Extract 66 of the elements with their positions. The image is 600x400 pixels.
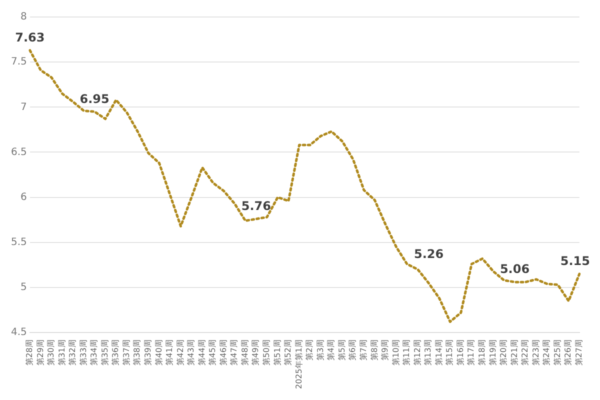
- x-tick-label: 第43周: [186, 340, 196, 366]
- x-tick-label: 第48周: [240, 340, 250, 366]
- x-tick-label: 第15周: [445, 340, 454, 366]
- x-tick-label: 第36周: [111, 340, 120, 366]
- y-tick-label: 8: [20, 12, 27, 23]
- x-tick-label: 第52周: [284, 340, 293, 366]
- x-tick-label: 第27周: [574, 340, 584, 366]
- x-tick-label: 第2周: [305, 340, 314, 361]
- x-tick-label: 第39周: [144, 340, 152, 366]
- x-tick-label: 第16周: [456, 340, 465, 366]
- x-tick-label: 第25周: [552, 340, 562, 366]
- x-tick-label: 第30周: [46, 340, 56, 366]
- x-tick-label: 第6周: [348, 340, 358, 361]
- x-tick-label: 第38周: [132, 340, 142, 366]
- y-tick-label: 7: [20, 102, 27, 113]
- y-tick-label: 5.5: [10, 236, 27, 248]
- x-tick-label: 第19周: [488, 340, 498, 366]
- x-tick-label: 第21周: [510, 340, 519, 366]
- x-tick-label: 第45周: [208, 340, 218, 366]
- x-tick-label: 第10周: [391, 340, 400, 366]
- x-tick-label: 第7周: [358, 340, 368, 361]
- x-tick-label: 2025年第1周: [294, 340, 304, 390]
- x-tick-label: 第47周: [230, 340, 239, 366]
- x-tick-label: 第4周: [326, 340, 336, 361]
- data-label: 5.06: [500, 262, 530, 276]
- x-tick-label: 第51周: [272, 340, 282, 366]
- data-label: 5.15: [560, 254, 590, 268]
- x-tick-label: 第8周: [370, 340, 379, 361]
- x-tick-label: 第44周: [197, 340, 206, 366]
- x-tick-label: 第24周: [542, 340, 552, 366]
- x-tick-label: 第5周: [337, 340, 346, 361]
- x-tick-label: 第50周: [262, 340, 272, 366]
- x-tick-label: 第35周: [100, 340, 110, 366]
- x-tick-label: 第46周: [218, 340, 228, 366]
- y-tick-label: 6: [20, 192, 27, 203]
- x-tick-label: 第9周: [380, 340, 390, 361]
- x-tick-label: 第22周: [520, 340, 530, 366]
- x-tick-label: 第14周: [434, 340, 444, 366]
- x-tick-label: 第3周: [316, 340, 325, 361]
- x-tick-label: 第49周: [251, 340, 260, 366]
- y-tick-label: 7.5: [10, 56, 27, 68]
- data-label: 7.63: [15, 30, 45, 44]
- x-tick-label: 第34周: [90, 340, 99, 366]
- x-tick-label: 第26周: [564, 340, 573, 366]
- x-tick-label: 第13周: [424, 340, 433, 366]
- x-tick-label: 第23周: [531, 340, 540, 366]
- x-tick-label: 第31周: [57, 340, 66, 366]
- x-tick-label: 第37周: [122, 340, 131, 366]
- x-tick-label: 第17周: [466, 340, 476, 366]
- x-tick-label: 第29周: [36, 340, 45, 366]
- x-tick-label: 第42周: [176, 340, 185, 366]
- x-tick-label: 第12周: [412, 340, 422, 366]
- x-tick-label: 第18周: [478, 340, 487, 366]
- x-tick-label: 第28周: [24, 340, 34, 366]
- x-tick-label: 第32周: [68, 340, 78, 366]
- x-tick-label: 第40周: [154, 340, 164, 366]
- x-tick-label: 第11周: [402, 340, 412, 366]
- x-tick-label: 第33周: [78, 340, 88, 366]
- data-label: 5.26: [414, 247, 444, 262]
- y-tick-label: 6.5: [10, 146, 27, 158]
- data-label: 6.95: [80, 92, 110, 106]
- y-tick-label: 5: [20, 282, 27, 294]
- data-label: 5.76: [241, 199, 271, 214]
- x-tick-label: 第20周: [499, 340, 508, 366]
- x-tick-label: 第41周: [165, 340, 174, 366]
- y-tick-label: 4.5: [10, 327, 27, 338]
